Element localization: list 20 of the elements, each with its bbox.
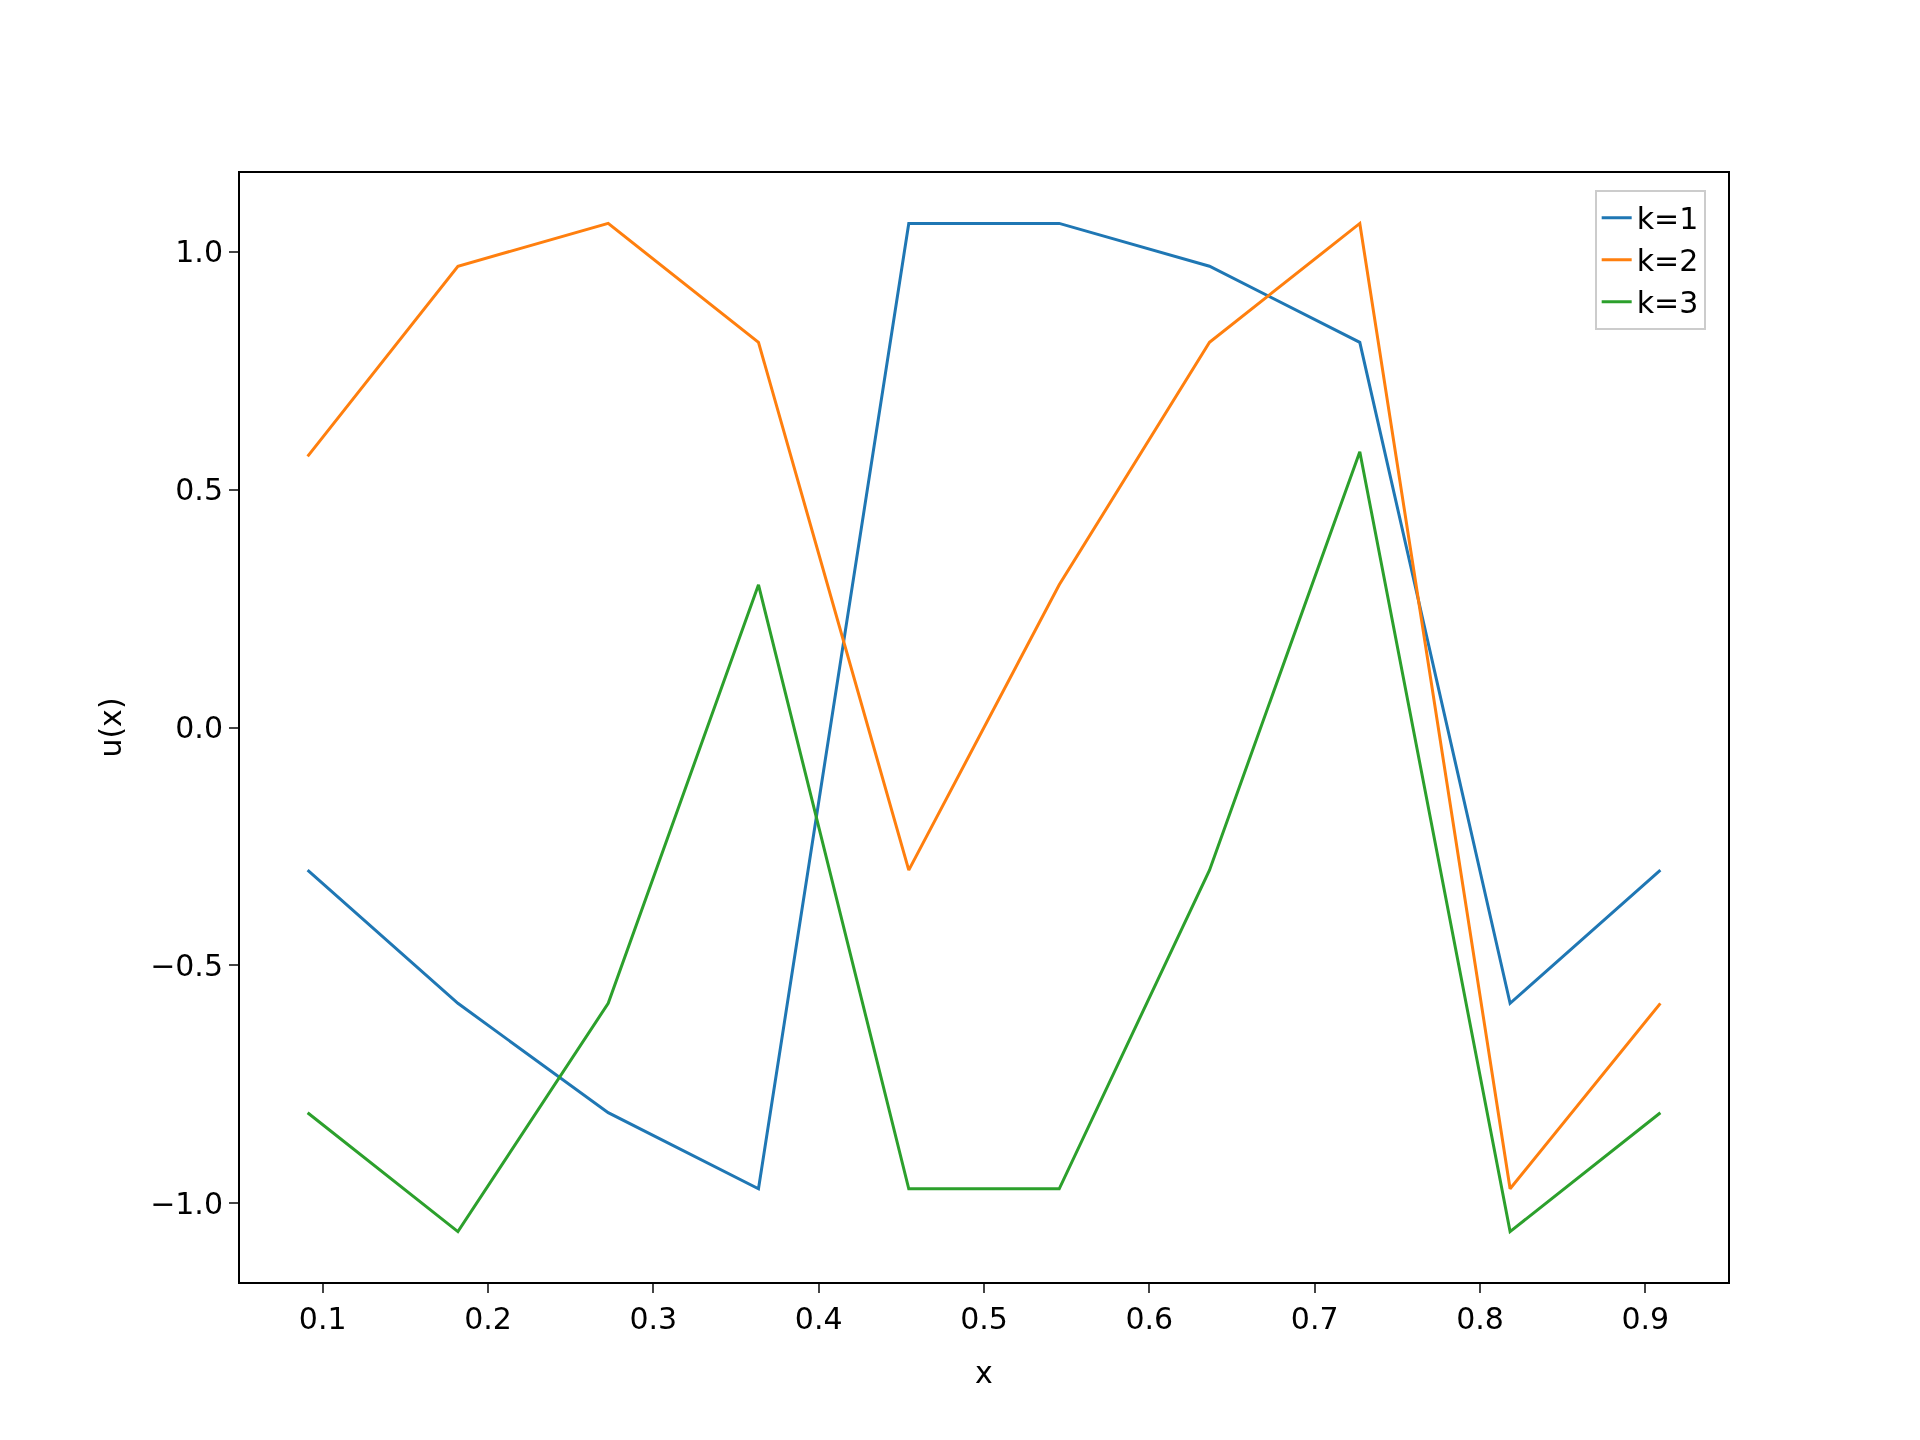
x-tick-label: 0.6 bbox=[1125, 1301, 1174, 1336]
line-series bbox=[306, 450, 1662, 1234]
y-tick-label: 1.0 bbox=[175, 234, 223, 270]
x-tick-label: 0.8 bbox=[1456, 1301, 1504, 1336]
x-tick-label: 0.4 bbox=[794, 1301, 843, 1336]
y-tick-label: −0.5 bbox=[150, 947, 223, 983]
x-tick-label: 0.1 bbox=[298, 1301, 347, 1336]
x-tick-label: 0.5 bbox=[960, 1301, 1008, 1336]
legend-label: k=2 bbox=[1636, 243, 1699, 279]
legend-label: k=1 bbox=[1636, 201, 1699, 237]
x-tick-label: 0.9 bbox=[1621, 1301, 1670, 1336]
x-tick-label: 0.3 bbox=[629, 1301, 678, 1336]
x-axis-title: x bbox=[975, 1355, 993, 1390]
x-tick-label: 0.7 bbox=[1290, 1301, 1339, 1336]
y-tick-label: −1.0 bbox=[150, 1185, 223, 1221]
x-tick-label: 0.2 bbox=[464, 1301, 512, 1336]
y-tick-label: 0.5 bbox=[175, 472, 223, 508]
legend-label: k=3 bbox=[1636, 285, 1699, 321]
y-tick-label: 0.0 bbox=[175, 710, 223, 745]
y-axis-title: u(x) bbox=[92, 697, 128, 758]
